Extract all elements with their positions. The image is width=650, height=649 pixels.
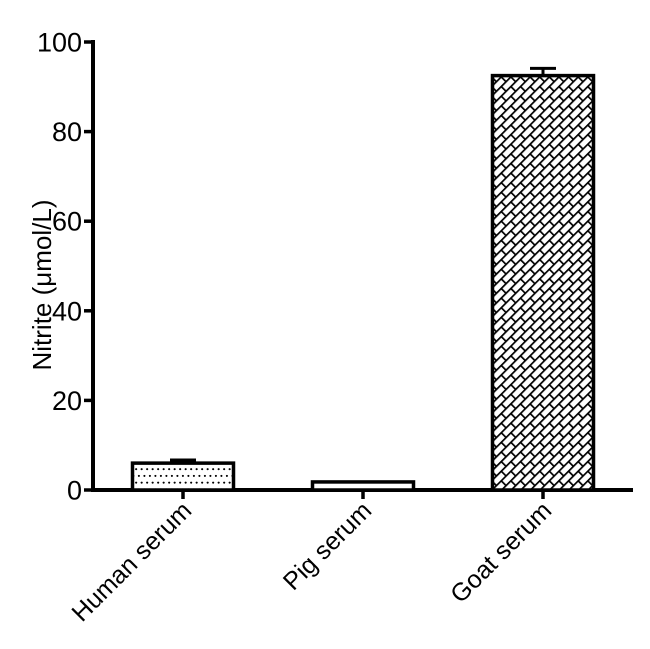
y-tick-label: 100 [37, 28, 82, 58]
y-tick-label: 0 [67, 476, 82, 506]
bar-human-serum [130, 461, 236, 492]
bar-goat-serum [490, 73, 596, 492]
bars-layer [130, 66, 596, 492]
y-tick-label: 20 [52, 386, 82, 416]
x-category-label-pig-serum: Pig serum [278, 496, 377, 595]
x-category-label-goat-serum: Goat serum [445, 496, 557, 608]
bar-pig-serum [310, 480, 416, 492]
y-tick-label: 40 [52, 296, 82, 326]
y-tick-label: 60 [52, 207, 82, 237]
y-tick-label: 80 [52, 117, 82, 147]
y-axis-title: Nitrite (μmol/L) [27, 200, 57, 371]
labels-layer: 0 20 40 60 80 100 Human serum Pig serum Goat ser… [37, 28, 557, 628]
x-category-label-human-serum: Human serum [66, 496, 197, 627]
